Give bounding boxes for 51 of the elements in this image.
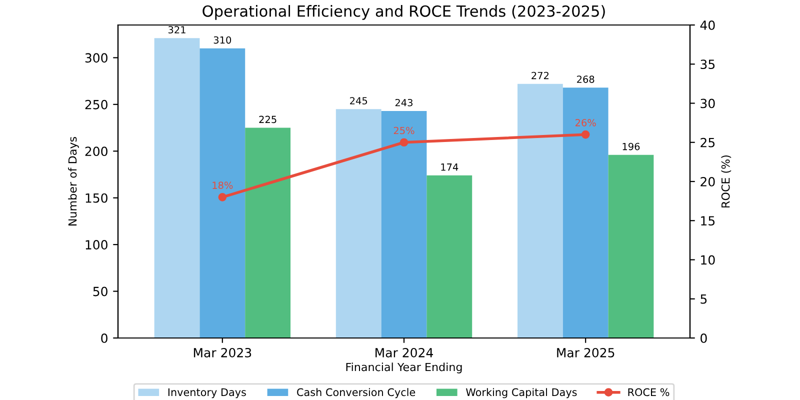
bar <box>200 48 246 338</box>
point <box>218 192 227 202</box>
y-tick-label: 250 <box>85 100 108 110</box>
y2-tick-label: 30 <box>700 98 715 108</box>
y2-tick-label: 0 <box>700 333 707 343</box>
data-label: 272 <box>532 72 548 80</box>
x-tick-label: Mar 2025 <box>557 348 614 358</box>
y2-tick-label: 5 <box>700 294 707 304</box>
x-axis-title: Financial Year Ending <box>346 362 462 374</box>
y2-tick-label: 10 <box>701 255 715 265</box>
data-label: 243 <box>395 98 412 106</box>
y-tick-label: 300 <box>85 53 108 63</box>
bar <box>562 88 608 338</box>
bar <box>245 128 291 338</box>
y2-tick-label: 40 <box>700 20 715 30</box>
bar <box>336 109 382 338</box>
legend-label: ROCE % <box>628 388 670 396</box>
y2-tick-label: 25 <box>700 138 715 148</box>
legend-label: Working Capital Days <box>466 388 577 398</box>
y-tick-label: 100 <box>86 240 108 250</box>
x-tick-label: Mar 2024 <box>376 348 433 358</box>
data-label: 25% <box>394 126 414 134</box>
data-label: 245 <box>350 97 368 104</box>
data-label: 18% <box>212 182 233 189</box>
y2-axis-title: ROCE (%) <box>721 155 732 208</box>
bar <box>154 38 200 338</box>
y-axis-title: Number of Days <box>68 136 79 226</box>
y-tick-label: 150 <box>86 193 108 203</box>
y-tick-label: 0 <box>101 333 108 343</box>
x-tick-label: Mar 2023 <box>194 348 252 358</box>
legend-label: Inventory Days <box>168 388 246 398</box>
bar <box>426 175 472 338</box>
data-label: 196 <box>622 142 640 150</box>
data-label: 174 <box>441 164 458 171</box>
y2-tick-label: 20 <box>700 176 715 186</box>
legend-label: Cash Conversion Cycle <box>297 388 416 398</box>
bar <box>517 84 563 338</box>
data-label: 225 <box>259 116 276 124</box>
point <box>581 130 590 139</box>
point <box>400 138 408 147</box>
chart-title: Operational Efficiency and ROCE Trends (2023-2025) <box>202 5 605 20</box>
bar <box>381 110 427 338</box>
y2-tick-label: 35 <box>700 60 715 70</box>
y2-tick-label: 15 <box>701 216 715 226</box>
y-tick-label: 50 <box>93 286 108 296</box>
y-tick-label: 200 <box>85 146 108 156</box>
bar <box>608 154 654 338</box>
data-label: 26% <box>575 119 596 126</box>
data-label: 310 <box>214 36 232 44</box>
data-label: 321 <box>168 26 186 34</box>
data-label: 268 <box>577 76 594 83</box>
